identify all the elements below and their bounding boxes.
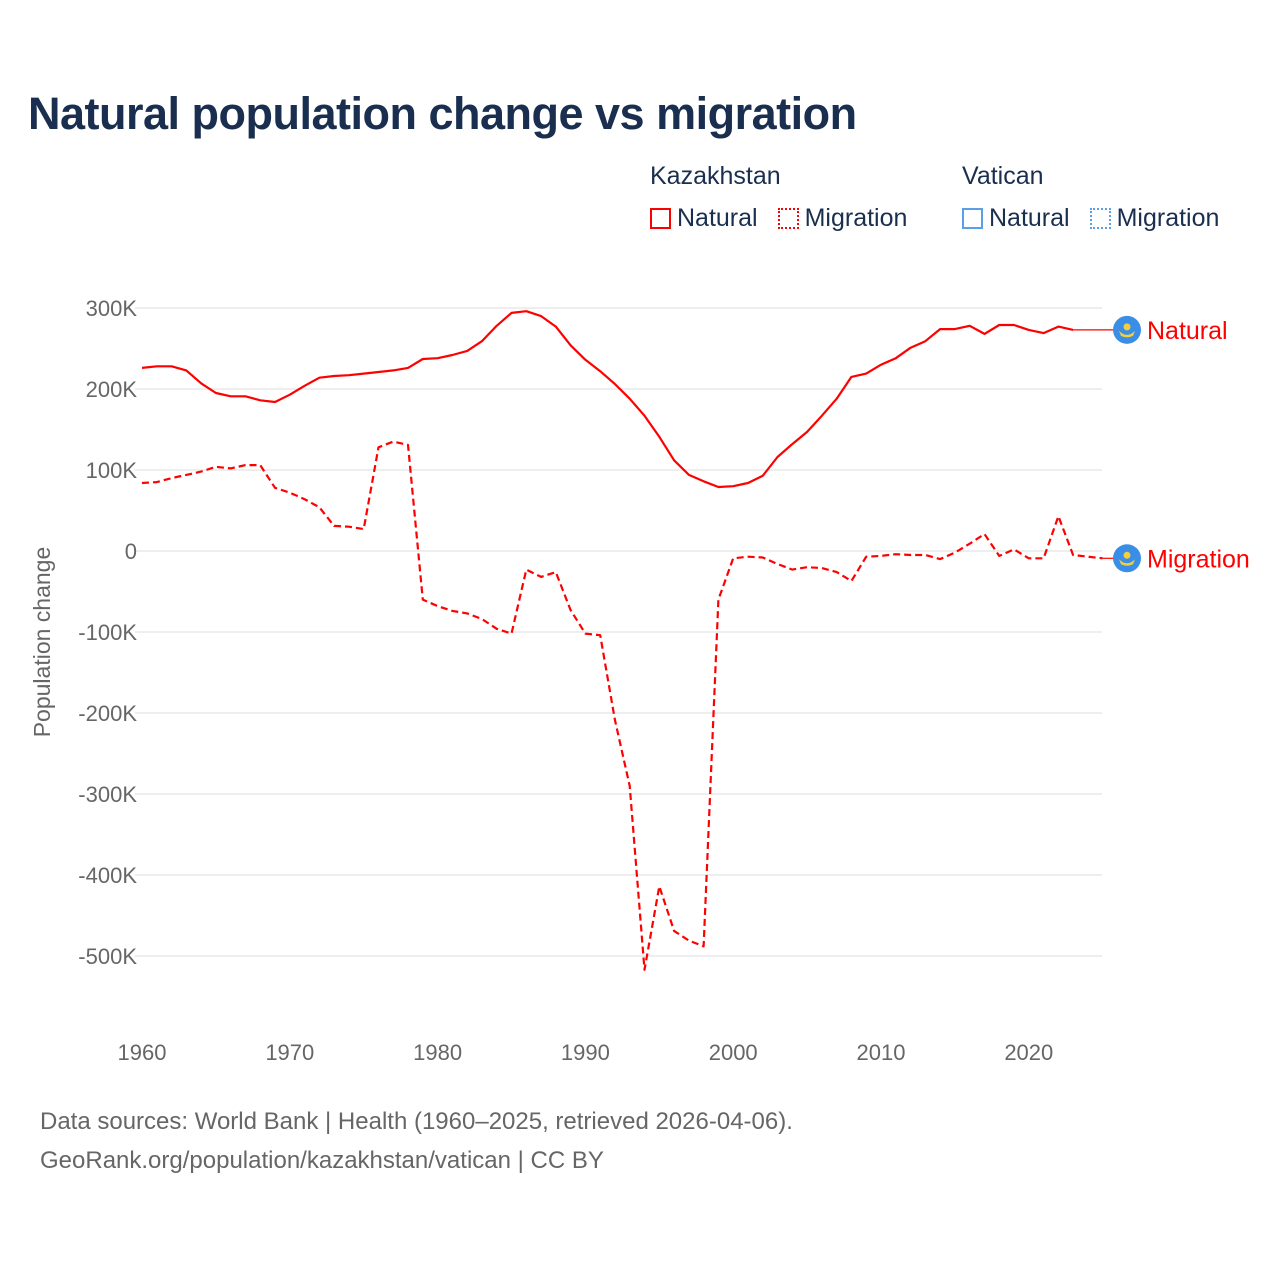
legend-item-kz-migration[interactable]: Migration [777, 204, 908, 233]
legend-vatican: Natural Migration [962, 204, 1239, 233]
legend-group-vatican: Vatican [962, 162, 1044, 190]
y-tick-label: 0 [125, 539, 137, 564]
x-tick-label: 2000 [709, 1040, 758, 1065]
legend-swatch-dotted [1089, 208, 1111, 229]
legend-item-va-migration[interactable]: Migration [1089, 204, 1220, 233]
y-tick-label: -400K [78, 863, 137, 888]
y-tick-label: -200K [78, 701, 137, 726]
legend-label: Migration [804, 204, 908, 232]
series-line-natural [141, 310, 1074, 489]
kazakhstan-flag-icon [1113, 544, 1141, 573]
legend-label: Natural [677, 204, 758, 232]
source-line-1: Data sources: World Bank | Health (1960–… [40, 1108, 793, 1135]
source-line-2[interactable]: GeoRank.org/population/kazakhstan/vatica… [40, 1147, 604, 1174]
x-tick-label: 1970 [265, 1040, 314, 1065]
series-line-migration [141, 440, 1103, 971]
end-label-natural: Natural [1147, 317, 1228, 345]
x-tick-label: 2020 [1004, 1040, 1053, 1065]
y-tick-label: 100K [86, 458, 138, 483]
legend-swatch-dotted [777, 208, 799, 229]
legend-item-va-natural[interactable]: Natural [962, 204, 1070, 233]
y-tick-label: 300K [86, 296, 138, 321]
chart-title: Natural population change vs migration [28, 88, 857, 139]
x-tick-label: 1960 [118, 1040, 167, 1065]
legend-item-kz-natural[interactable]: Natural [650, 204, 758, 233]
end-label-migration: Migration [1147, 545, 1250, 573]
x-tick-label: 1990 [561, 1040, 610, 1065]
legend-swatch-solid [650, 208, 671, 229]
legend-kazakhstan: Natural Migration [650, 204, 927, 233]
y-tick-label: -100K [78, 620, 137, 645]
x-tick-label: 2010 [857, 1040, 906, 1065]
legend-label: Natural [989, 204, 1070, 232]
y-tick-label: 200K [86, 377, 138, 402]
y-tick-label: -300K [78, 782, 137, 807]
y-tick-label: -500K [78, 944, 137, 969]
chart-plot: 300K 200K 100K 0 -100K -200K -300K -400K -500K 1… [29, 296, 1250, 1065]
y-axis-label: Population change [29, 547, 55, 738]
legend-label: Migration [1116, 204, 1220, 232]
legend-group-kazakhstan: Kazakhstan [650, 162, 781, 190]
x-tick-label: 1980 [413, 1040, 462, 1065]
kazakhstan-flag-icon [1113, 315, 1141, 344]
legend-swatch-solid [962, 208, 983, 229]
